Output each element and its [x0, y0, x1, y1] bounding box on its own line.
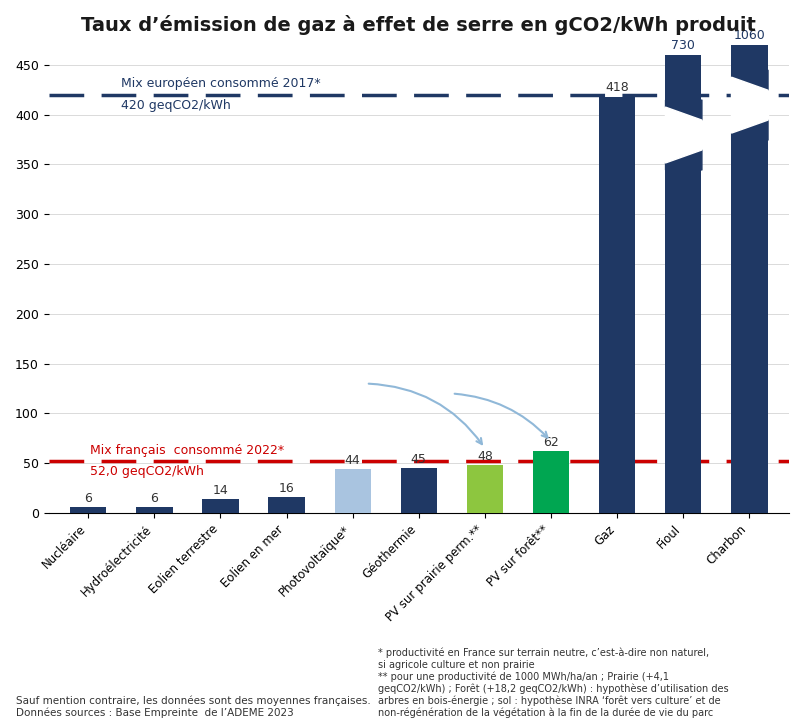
Bar — [730, 45, 767, 84]
Text: Sauf mention contraire, les données sont des moyennes françaises.
Données source: Sauf mention contraire, les données sont… — [16, 696, 370, 718]
Bar — [467, 465, 503, 513]
Text: 6: 6 — [150, 492, 158, 505]
Text: 16: 16 — [279, 482, 294, 495]
Text: 62: 62 — [543, 436, 558, 449]
Title: Taux d’émission de gaz à effet de serre en gCO2/kWh produit: Taux d’émission de gaz à effet de serre … — [81, 15, 756, 35]
Text: 44: 44 — [344, 454, 360, 467]
Polygon shape — [730, 84, 767, 125]
Bar — [70, 507, 106, 513]
Polygon shape — [664, 115, 700, 155]
Text: Mix français  consommé 2022*: Mix français consommé 2022* — [89, 444, 283, 457]
Bar — [664, 155, 700, 513]
Text: 730: 730 — [671, 39, 695, 52]
Text: 1060: 1060 — [732, 29, 764, 42]
Text: 6: 6 — [84, 492, 92, 505]
Text: 14: 14 — [212, 484, 228, 497]
Bar — [730, 125, 767, 513]
Text: 418: 418 — [605, 81, 628, 94]
Text: * productivité en France sur terrain neutre, c’est-à-dire non naturel,
si agrico: * productivité en France sur terrain neu… — [377, 648, 728, 718]
Bar — [334, 469, 370, 513]
Text: 48: 48 — [476, 451, 492, 464]
Bar — [598, 97, 634, 513]
Bar — [268, 497, 304, 513]
Text: Mix européen consommé 2017*: Mix européen consommé 2017* — [121, 77, 320, 90]
Bar — [202, 499, 238, 513]
Text: 52,0 geqCO2/kWh: 52,0 geqCO2/kWh — [89, 465, 203, 478]
Text: 45: 45 — [410, 453, 426, 466]
Bar — [532, 451, 569, 513]
Bar — [664, 55, 700, 115]
Bar — [136, 507, 173, 513]
Bar — [400, 469, 437, 513]
Text: 420 geqCO2/kWh: 420 geqCO2/kWh — [121, 99, 230, 112]
